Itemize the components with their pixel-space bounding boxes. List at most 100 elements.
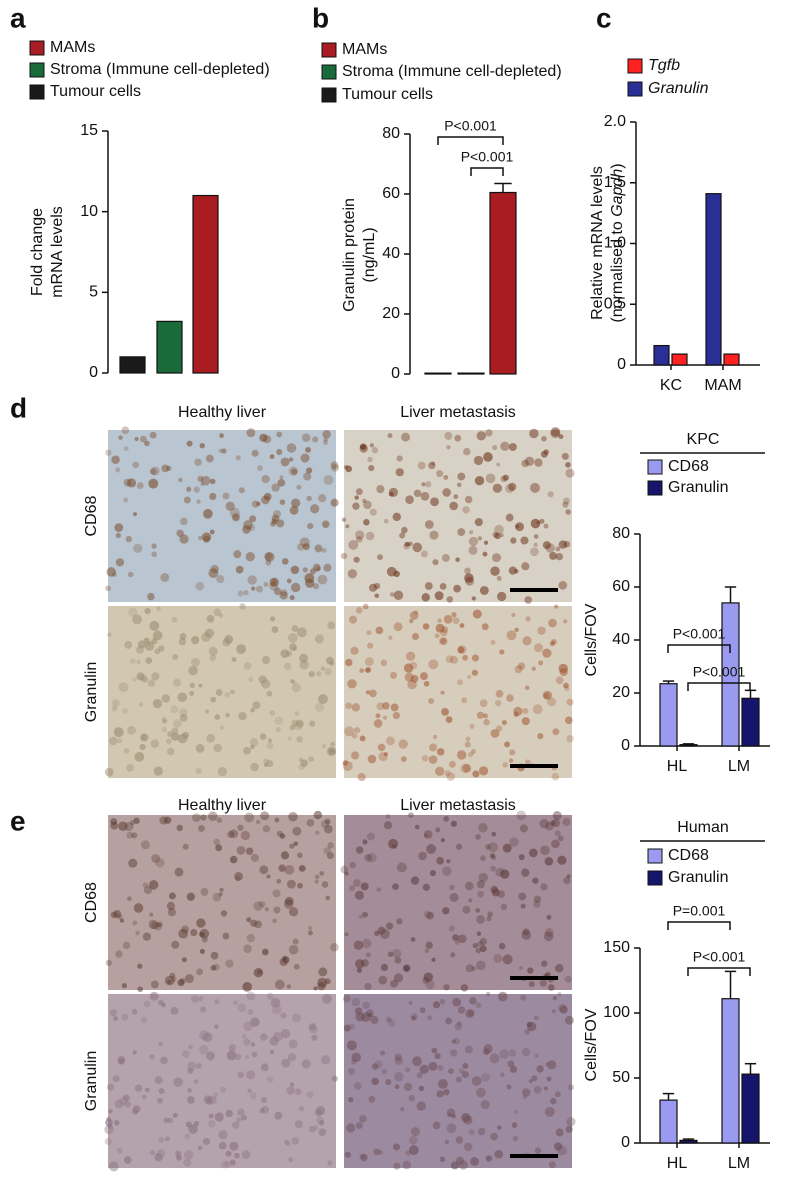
- legend-swatch: [321, 64, 337, 80]
- cell: [369, 443, 375, 448]
- cell: [509, 837, 519, 847]
- cell: [263, 762, 268, 768]
- cell: [386, 736, 395, 746]
- cell: [418, 851, 427, 861]
- cell: [286, 443, 297, 453]
- cell: [475, 908, 481, 913]
- cell: [158, 999, 164, 1006]
- cell: [318, 1128, 327, 1137]
- cell: [494, 532, 501, 540]
- cell: [514, 569, 519, 574]
- cell: [454, 939, 460, 945]
- cell: [512, 1135, 519, 1142]
- cell: [566, 874, 571, 879]
- cell: [374, 930, 380, 937]
- error-bar: [494, 182, 512, 193]
- cell: [269, 1036, 279, 1046]
- cell: [368, 465, 375, 472]
- cell: [259, 1108, 265, 1114]
- cell: [154, 1076, 163, 1085]
- bar: [489, 191, 517, 375]
- cell: [309, 568, 316, 575]
- cell: [522, 1047, 531, 1057]
- cell: [388, 1019, 396, 1027]
- cell: [314, 634, 324, 644]
- cell: [242, 982, 252, 992]
- cell: [104, 1138, 112, 1146]
- cell: [247, 1088, 252, 1093]
- cell: [225, 1150, 232, 1157]
- cell: [410, 876, 420, 885]
- cell: [456, 482, 462, 488]
- cell: [201, 936, 208, 943]
- bar: [192, 194, 219, 374]
- cell: [567, 1084, 574, 1091]
- cell: [515, 522, 525, 532]
- cell: [548, 618, 557, 628]
- cell: [280, 649, 290, 659]
- cell: [257, 969, 263, 975]
- cell: [455, 1156, 464, 1165]
- cell: [481, 1073, 491, 1082]
- cell: [408, 1135, 418, 1145]
- cell: [214, 1024, 219, 1029]
- cell: [478, 823, 488, 833]
- cell: [289, 505, 299, 515]
- y-tick-label: 1.0: [604, 235, 626, 252]
- cell: [280, 1029, 291, 1039]
- cell: [209, 654, 217, 662]
- cell: [314, 702, 325, 712]
- bar: [119, 356, 146, 374]
- cell: [522, 1094, 527, 1100]
- cell: [331, 463, 340, 472]
- y-tick-label: 50: [612, 1069, 630, 1086]
- cell: [346, 1040, 357, 1051]
- cell: [427, 1015, 433, 1021]
- cell: [313, 810, 323, 820]
- cell: [348, 539, 359, 550]
- cell: [208, 646, 218, 656]
- cell: [271, 626, 279, 634]
- cell: [428, 659, 439, 670]
- cell: [195, 581, 205, 591]
- cell: [248, 676, 254, 683]
- cell: [149, 991, 159, 1001]
- cell: [246, 933, 255, 943]
- cell: [393, 622, 403, 632]
- cell: [355, 1121, 363, 1130]
- cell: [122, 1094, 130, 1102]
- cell: [289, 643, 297, 651]
- cell: [354, 890, 364, 900]
- y-axis-label: mRNA levels: [49, 206, 66, 298]
- micrograph: [344, 430, 572, 602]
- cell: [392, 512, 402, 522]
- cell: [240, 830, 251, 841]
- cell: [533, 643, 544, 653]
- cell: [444, 770, 451, 777]
- cell: [386, 566, 397, 577]
- cell: [449, 1049, 458, 1057]
- cell: [529, 428, 539, 439]
- cell: [210, 696, 217, 703]
- cell: [441, 707, 449, 716]
- cell: [545, 1062, 550, 1067]
- cell: [508, 482, 517, 491]
- cell: [518, 892, 527, 901]
- cell: [421, 593, 430, 602]
- cell: [349, 861, 356, 869]
- cell: [389, 592, 395, 597]
- cell: [276, 431, 283, 438]
- cell: [348, 615, 358, 624]
- cell: [533, 895, 542, 903]
- annotation: P<0.001: [444, 118, 497, 134]
- cell: [297, 543, 305, 551]
- bar: [705, 193, 722, 366]
- cell: [266, 1076, 274, 1083]
- cell: [167, 747, 175, 756]
- cell: [408, 1094, 416, 1102]
- cell: [364, 854, 372, 862]
- row-label: Granulin: [83, 662, 100, 722]
- cell: [542, 648, 552, 658]
- cell: [380, 1050, 386, 1056]
- cell: [359, 1153, 366, 1160]
